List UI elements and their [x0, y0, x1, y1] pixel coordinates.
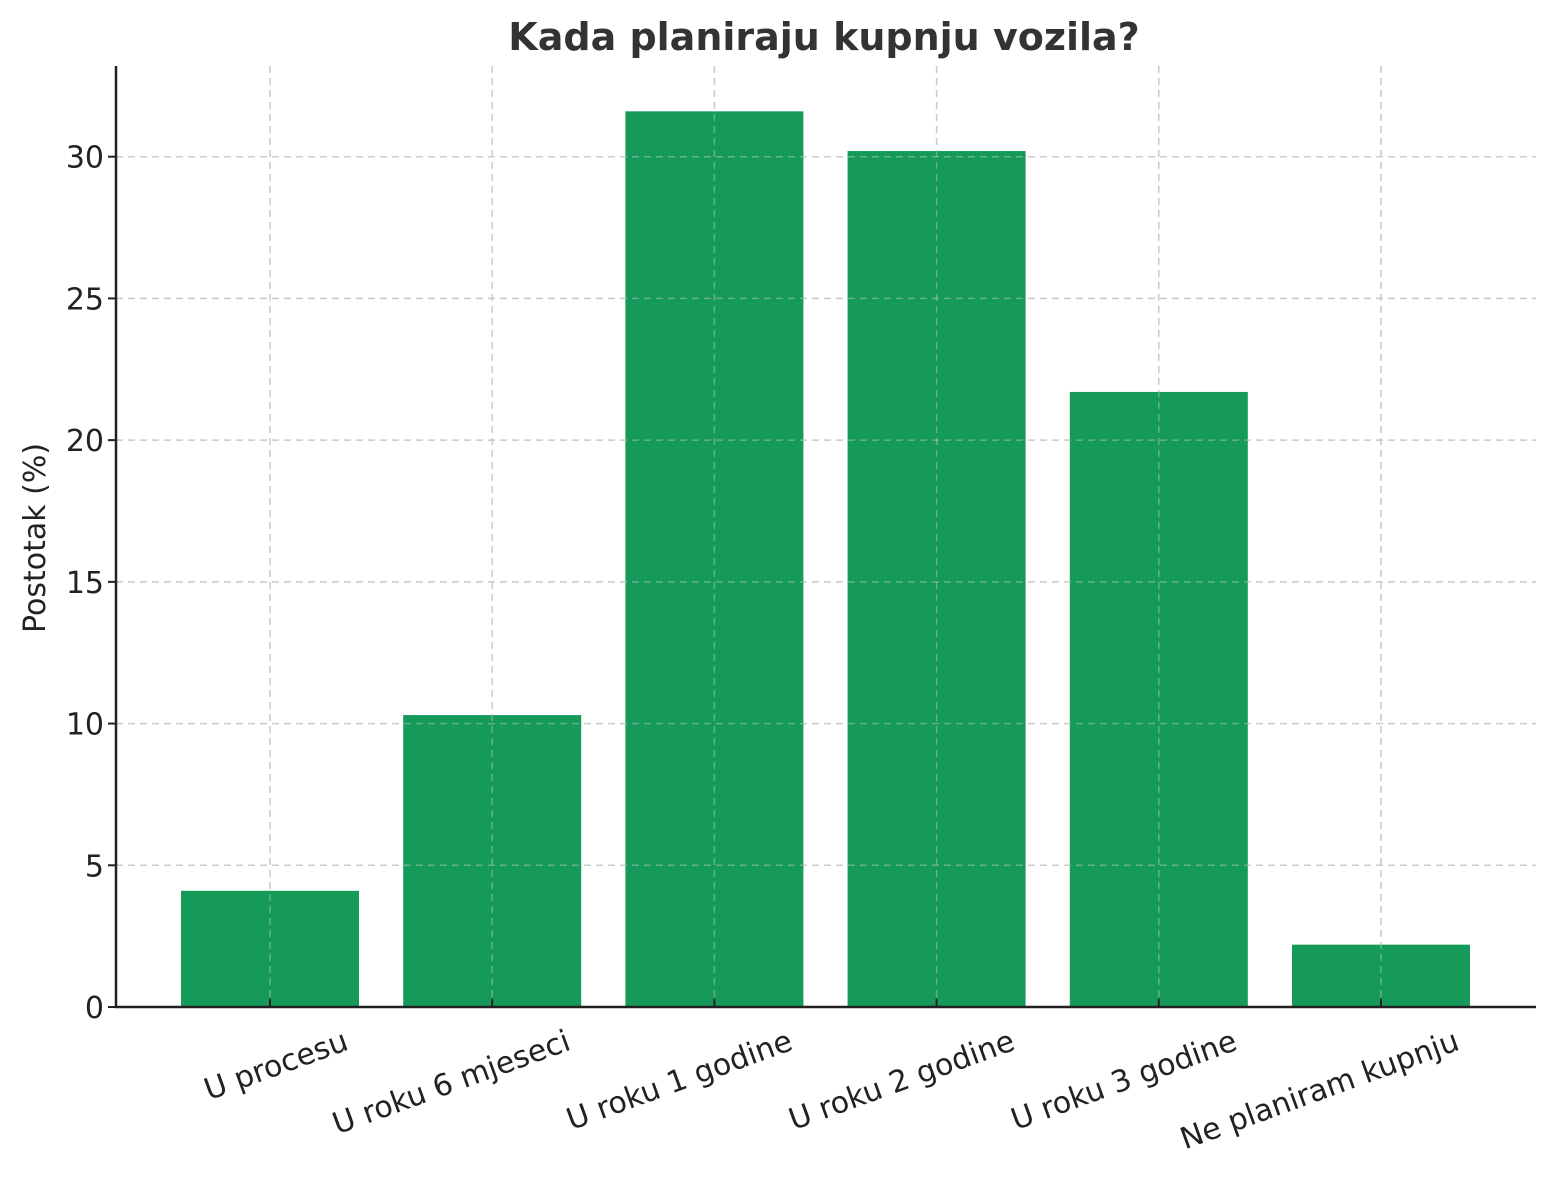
bar — [181, 890, 359, 1007]
y-tick-label: 10 — [66, 708, 104, 743]
x-tick-label: U roku 6 mjeseci — [328, 1024, 575, 1142]
x-tick-label: U roku 1 godine — [562, 1024, 797, 1138]
bar — [403, 715, 582, 1007]
x-tick-label: U roku 2 godine — [784, 1024, 1019, 1138]
y-tick-label: 5 — [85, 849, 104, 884]
y-tick-label: 30 — [66, 141, 104, 176]
bars — [116, 66, 1536, 1008]
chart-title: Kada planiraju kupnju vozila? — [508, 15, 1139, 59]
y-tick-label: 15 — [66, 566, 104, 601]
y-tick-label: 25 — [66, 282, 104, 317]
y-tick-label: 20 — [66, 424, 104, 459]
y-axis-label: Postotak (%) — [18, 443, 53, 633]
axes — [114, 66, 1536, 1009]
bar — [847, 151, 1026, 1007]
bar — [625, 111, 804, 1008]
x-tick-label: U procesu — [200, 1024, 353, 1108]
bar — [1069, 391, 1248, 1007]
bar — [1292, 944, 1470, 1007]
y-tick-label: 0 — [85, 991, 104, 1026]
